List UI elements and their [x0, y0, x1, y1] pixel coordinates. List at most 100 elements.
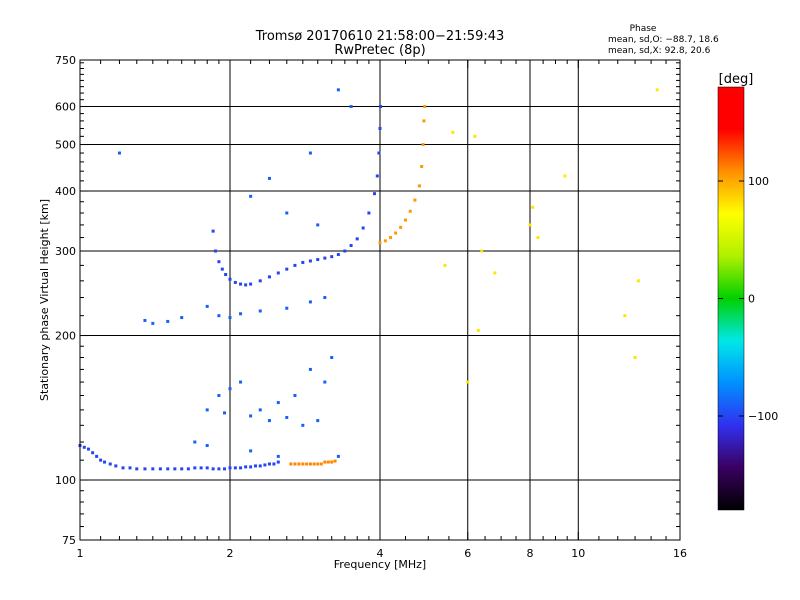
data-point	[536, 236, 540, 240]
data-point	[114, 464, 118, 468]
data-point	[217, 394, 221, 398]
data-point	[249, 414, 253, 418]
data-point	[249, 465, 253, 469]
data-point	[285, 211, 289, 215]
data-point	[316, 419, 320, 423]
data-point	[249, 194, 253, 198]
data-point	[213, 249, 217, 253]
data-point	[308, 462, 312, 466]
data-point	[217, 314, 221, 318]
y-tick-label: 75	[62, 534, 76, 547]
data-point	[135, 467, 139, 471]
data-point	[95, 454, 99, 458]
y-tick-label: 200	[55, 330, 76, 343]
data-point	[323, 460, 327, 464]
data-point	[233, 466, 237, 470]
data-point	[239, 466, 243, 470]
data-point	[297, 462, 301, 466]
data-point	[293, 263, 297, 267]
data-point	[258, 309, 262, 313]
data-point	[239, 312, 243, 316]
data-point	[143, 318, 147, 322]
data-point	[228, 387, 232, 391]
data-point	[267, 176, 271, 180]
data-point	[91, 451, 95, 455]
x-tick-label: 1	[77, 547, 84, 560]
data-point	[128, 466, 132, 470]
data-point	[319, 462, 323, 466]
y-tick-label: 400	[55, 185, 76, 198]
stats-heading: Phase	[630, 24, 657, 34]
data-point	[355, 237, 359, 241]
data-point	[249, 449, 253, 453]
data-point	[186, 467, 190, 471]
data-point	[336, 253, 340, 257]
data-point	[121, 466, 125, 470]
data-point	[205, 466, 209, 470]
x-tick-label: 4	[377, 547, 384, 560]
data-point	[244, 465, 248, 469]
colorbar-label: [deg]	[719, 72, 754, 87]
data-point	[224, 273, 228, 277]
data-point	[223, 411, 227, 415]
data-point	[166, 467, 170, 471]
data-point	[323, 296, 327, 300]
data-point	[158, 467, 162, 471]
data-point	[343, 249, 347, 253]
data-point	[312, 462, 316, 466]
data-point	[633, 355, 637, 359]
data-point	[383, 239, 387, 243]
data-point	[276, 460, 280, 464]
data-point	[267, 419, 271, 423]
data-point	[375, 174, 379, 178]
data-point	[308, 151, 312, 155]
data-point	[108, 462, 112, 466]
data-point	[258, 464, 262, 468]
data-point	[301, 462, 305, 466]
data-point	[330, 255, 334, 259]
data-point	[305, 462, 309, 466]
data-point	[228, 316, 232, 320]
data-point	[205, 408, 209, 412]
data-point	[199, 466, 203, 470]
data-point	[220, 267, 224, 271]
data-point	[293, 394, 297, 398]
data-point	[285, 306, 289, 310]
data-point	[367, 211, 371, 215]
data-point	[399, 225, 403, 229]
y-tick-label: 300	[55, 245, 76, 258]
data-point	[451, 130, 455, 134]
data-point	[417, 184, 421, 188]
data-point	[473, 134, 477, 138]
x-tick-label: 6	[464, 547, 471, 560]
chart-title: Tromsø 20170610 21:58:00−21:59:43	[255, 29, 505, 44]
data-point	[151, 321, 155, 325]
data-point	[373, 192, 377, 196]
data-point	[466, 380, 470, 384]
data-point	[151, 467, 155, 471]
data-point	[422, 119, 426, 123]
data-point	[228, 466, 232, 470]
data-point	[636, 279, 640, 283]
x-tick-label: 2	[227, 547, 234, 560]
data-point	[82, 445, 86, 449]
data-point	[267, 462, 271, 466]
data-point	[239, 282, 243, 286]
data-point	[301, 423, 305, 427]
data-point	[244, 283, 248, 287]
data-point	[180, 467, 184, 471]
data-point	[308, 259, 312, 263]
data-point	[531, 205, 535, 209]
data-point	[377, 151, 381, 155]
data-point	[423, 105, 427, 109]
data-point	[263, 463, 267, 467]
data-point	[99, 458, 103, 462]
y-tick-label: 600	[55, 101, 76, 114]
data-point	[336, 88, 340, 92]
x-tick-label: 8	[527, 547, 534, 560]
colorbar-tick-label: 0	[748, 293, 755, 306]
data-point	[276, 454, 280, 458]
data-point	[211, 467, 215, 471]
data-point	[308, 367, 312, 371]
data-point	[205, 304, 209, 308]
